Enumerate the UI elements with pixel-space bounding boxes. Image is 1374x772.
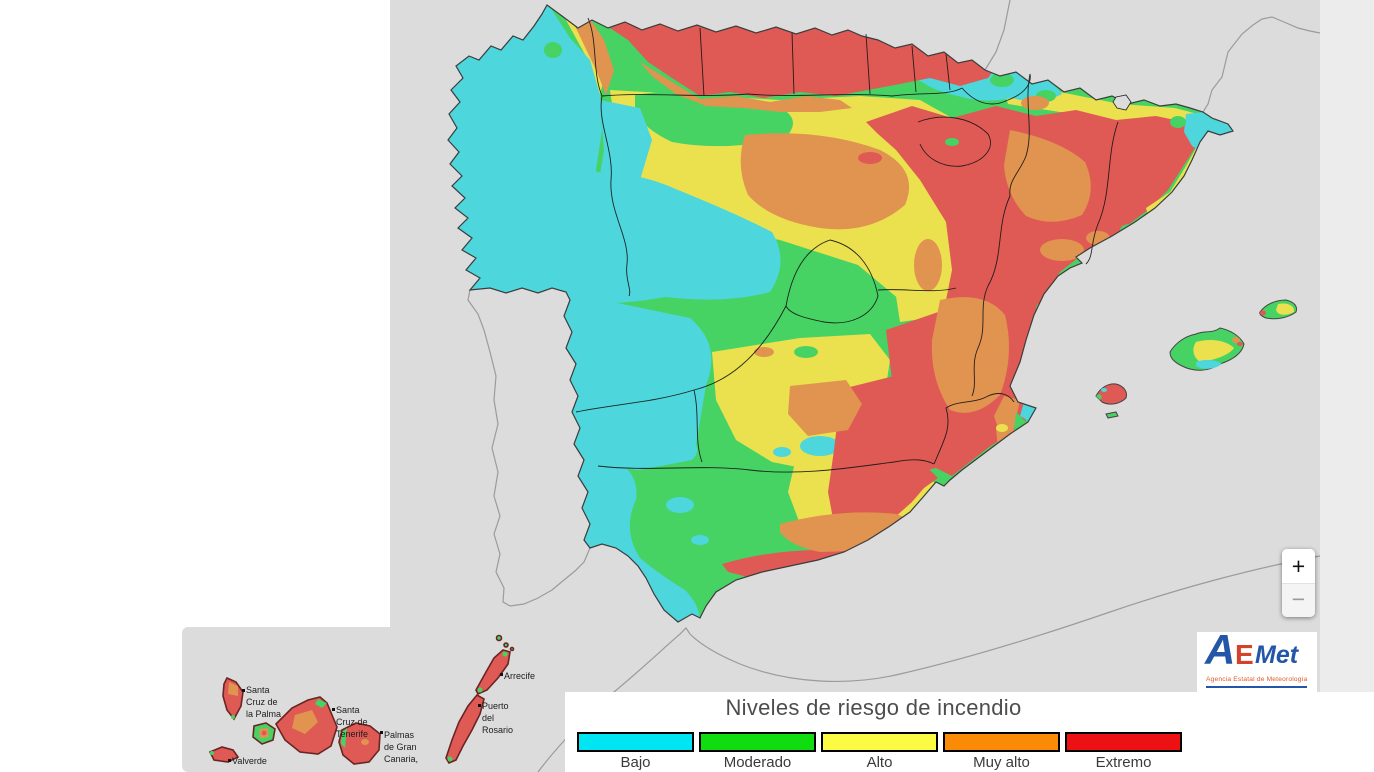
legend-item-moderado: Moderado (699, 732, 816, 771)
legend-swatch-extremo (1065, 732, 1182, 752)
canary-islands (208, 634, 515, 765)
aemet-logo-e: E (1235, 639, 1254, 670)
canary-label-santa-cruz-de-tenerife: Santa Cruz de Tenerife (336, 705, 369, 739)
legend-swatch-bajo (577, 732, 694, 752)
spain-outline (447, 4, 1234, 623)
legend-panel: Niveles de riesgo de incendio Bajo Moder… (565, 692, 1374, 772)
aemet-logo-underline (1206, 686, 1307, 688)
marker-santa-cruz-de-tenerife (332, 708, 335, 711)
legend-label-moderado: Moderado (723, 754, 792, 771)
zoom-out-button[interactable]: − (1282, 584, 1315, 617)
andorra (1112, 94, 1132, 111)
island-lanzarote (475, 649, 511, 696)
marker-arrecife (500, 673, 503, 676)
canary-label-puerto-del-rosario: Puerto del Rosario (482, 701, 514, 735)
legend-title: Niveles de riesgo de incendio (725, 695, 1022, 720)
france-atlantic-coastline (984, 0, 1011, 71)
island-gran-canaria (338, 722, 381, 765)
islet (503, 642, 509, 648)
aemet-logo[interactable]: A E Met Agencia Estatal de Meteorología (1197, 626, 1317, 693)
legend-swatch-alto (821, 732, 938, 752)
canary-label-santa-cruz-de-la-palma: Santa Cruz de la Palma (246, 685, 282, 719)
neighbor-coastlines (467, 0, 1321, 772)
france-mediterranean-coastline (1202, 16, 1321, 113)
legend-row: Bajo Moderado Alto Muy alto Extremo (577, 732, 1182, 771)
aemet-logo-a: A (1205, 626, 1236, 673)
risk-regions-muy-alto-inner (736, 96, 1110, 602)
islet (495, 634, 503, 642)
island-el-hierro (208, 746, 240, 763)
legend-swatch-moderado (699, 732, 816, 752)
marker-valverde (228, 759, 231, 762)
zoom-in-button[interactable]: + (1282, 549, 1315, 584)
legend-label-extremo: Extremo (1095, 754, 1152, 771)
legend-item-alto: Alto (821, 732, 938, 771)
marker-puerto-del-rosario (478, 704, 481, 707)
portugal-coastline (467, 289, 591, 607)
balearic-islands (1095, 299, 1297, 419)
marker-palmas-de-gran-canaria (380, 731, 383, 734)
zoom-control: + − (1282, 549, 1315, 617)
legend-item-muy-alto: Muy alto (943, 732, 1060, 771)
region-borders (575, 17, 1119, 473)
spain-risk-layer (447, 4, 1234, 623)
risk-regions-bajo (448, 5, 1062, 622)
canary-label-valverde: Valverde (232, 756, 267, 766)
africa-coastline (537, 555, 1321, 772)
canary-label-palmas-de-gran-canaria: Palmas de Gran Canaria, (384, 730, 419, 764)
aemet-logo-tagline: Agencia Estatal de Meteorología (1206, 676, 1308, 683)
legend-swatch-muy-alto (943, 732, 1060, 752)
map-edge-band (1320, 0, 1374, 772)
legend-label-alto: Alto (866, 754, 893, 771)
legend-label-bajo: Bajo (620, 754, 651, 771)
island-fuerteventura (445, 693, 485, 765)
canary-label-arrecife: Arrecife (504, 671, 536, 681)
legend-label-muy-alto: Muy alto (973, 754, 1030, 771)
islet (509, 646, 515, 652)
aemet-logo-met: Met (1255, 641, 1299, 669)
legend-item-extremo: Extremo (1065, 732, 1182, 771)
marker-santa-cruz-de-la-palma (242, 689, 245, 692)
legend-item-bajo: Bajo (577, 732, 694, 771)
